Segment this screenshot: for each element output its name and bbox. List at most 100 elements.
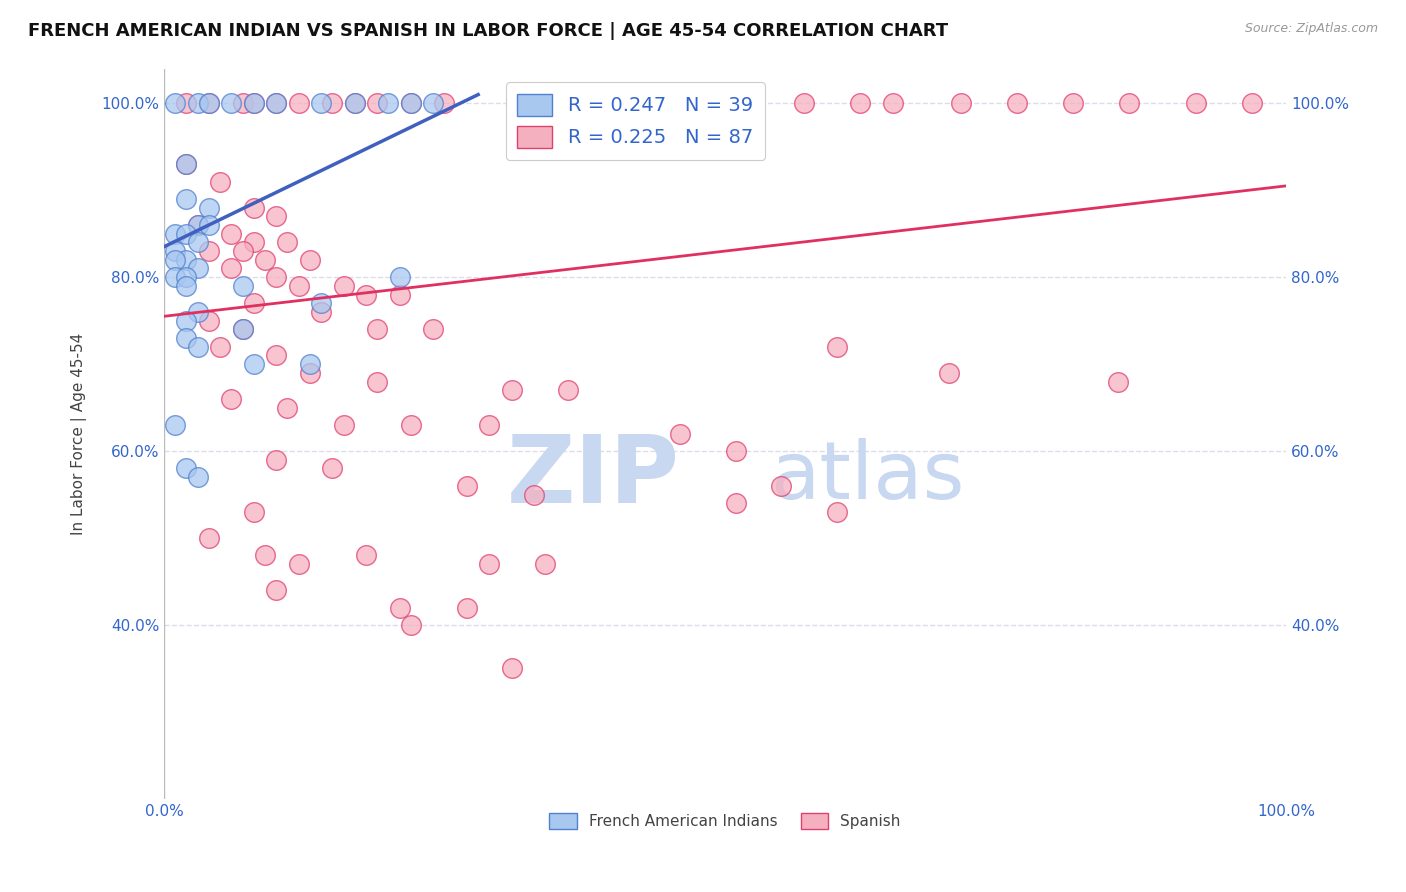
Point <box>422 322 444 336</box>
Point <box>938 366 960 380</box>
Point <box>198 201 221 215</box>
Point <box>388 287 411 301</box>
Point <box>198 218 221 232</box>
Text: FRENCH AMERICAN INDIAN VS SPANISH IN LABOR FORCE | AGE 45-54 CORRELATION CHART: FRENCH AMERICAN INDIAN VS SPANISH IN LAB… <box>28 22 948 40</box>
Point <box>478 557 501 571</box>
Point <box>770 479 793 493</box>
Point <box>332 278 354 293</box>
Point <box>276 401 298 415</box>
Point <box>253 252 276 267</box>
Point <box>456 479 478 493</box>
Point <box>1062 96 1084 111</box>
Point <box>165 252 187 267</box>
Point <box>624 96 647 111</box>
Point <box>276 235 298 250</box>
Point <box>725 444 748 458</box>
Point <box>187 340 209 354</box>
Point <box>176 157 198 171</box>
Point <box>221 392 243 406</box>
Point <box>187 96 209 111</box>
Text: Source: ZipAtlas.com: Source: ZipAtlas.com <box>1244 22 1378 36</box>
Point <box>681 96 703 111</box>
Point <box>165 244 187 258</box>
Point <box>825 505 848 519</box>
Point <box>242 96 264 111</box>
Text: atlas: atlas <box>770 439 965 516</box>
Point <box>366 322 388 336</box>
Point <box>187 261 209 276</box>
Point <box>1118 96 1140 111</box>
Point <box>264 270 287 285</box>
Legend: French American Indians, Spanish: French American Indians, Spanish <box>543 806 907 835</box>
Point <box>187 218 209 232</box>
Point <box>354 549 377 563</box>
Point <box>557 383 579 397</box>
Point <box>264 348 287 362</box>
Point <box>332 417 354 432</box>
Point <box>209 175 232 189</box>
Point <box>399 96 422 111</box>
Point <box>231 322 253 336</box>
Point <box>187 235 209 250</box>
Point <box>287 278 309 293</box>
Point <box>231 322 253 336</box>
Point <box>343 96 366 111</box>
Point <box>221 227 243 241</box>
Point <box>176 278 198 293</box>
Point <box>221 96 243 111</box>
Point <box>264 583 287 598</box>
Point <box>198 96 221 111</box>
Point <box>287 557 309 571</box>
Point <box>725 496 748 510</box>
Point <box>165 96 187 111</box>
Point <box>309 296 332 310</box>
Point <box>187 470 209 484</box>
Point <box>176 157 198 171</box>
Point <box>242 357 264 371</box>
Point <box>187 218 209 232</box>
Point <box>309 96 332 111</box>
Point <box>1005 96 1028 111</box>
Point <box>264 452 287 467</box>
Point <box>165 227 187 241</box>
Point <box>176 270 198 285</box>
Point <box>433 96 456 111</box>
Point <box>501 661 523 675</box>
Point <box>321 96 343 111</box>
Text: ZIP: ZIP <box>508 432 681 524</box>
Point <box>321 461 343 475</box>
Point <box>187 305 209 319</box>
Point <box>501 383 523 397</box>
Point <box>422 96 444 111</box>
Point <box>366 96 388 111</box>
Point <box>848 96 870 111</box>
Point <box>388 600 411 615</box>
Point <box>523 487 546 501</box>
Point <box>242 235 264 250</box>
Point <box>242 96 264 111</box>
Point <box>792 96 814 111</box>
Point <box>399 618 422 632</box>
Point <box>242 505 264 519</box>
Point <box>478 417 501 432</box>
Point <box>242 201 264 215</box>
Point <box>165 270 187 285</box>
Point <box>176 227 198 241</box>
Point <box>343 96 366 111</box>
Point <box>309 305 332 319</box>
Point <box>298 366 321 380</box>
Point <box>399 417 422 432</box>
Point <box>176 192 198 206</box>
Point <box>737 96 759 111</box>
Point <box>534 557 557 571</box>
Point <box>298 357 321 371</box>
Point <box>366 375 388 389</box>
Point <box>198 313 221 327</box>
Point <box>231 278 253 293</box>
Point <box>165 417 187 432</box>
Point <box>209 340 232 354</box>
Y-axis label: In Labor Force | Age 45-54: In Labor Force | Age 45-54 <box>72 333 87 535</box>
Point <box>221 261 243 276</box>
Point <box>377 96 399 111</box>
Point <box>198 531 221 545</box>
